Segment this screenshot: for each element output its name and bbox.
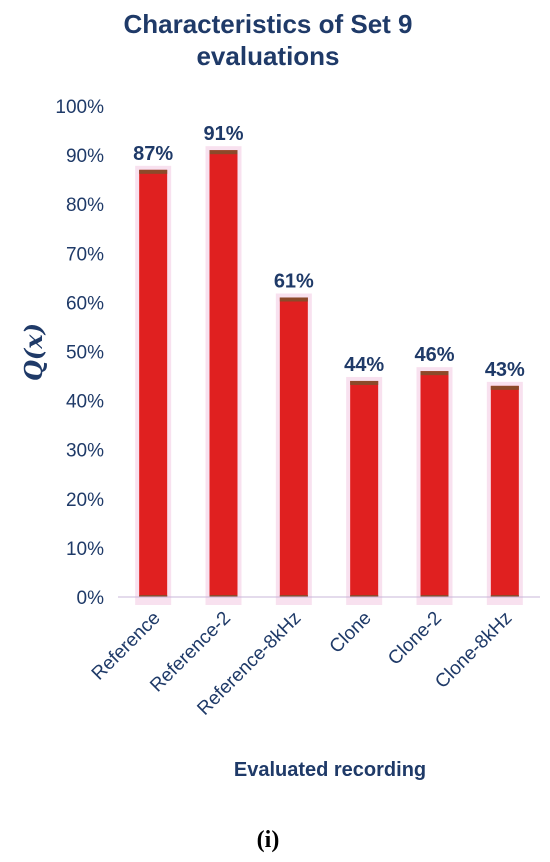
bar-base (209, 595, 238, 597)
y-tick-label: 70% (66, 244, 104, 265)
y-axis-title: Q(x) (19, 323, 48, 381)
y-tick-label: 20% (66, 490, 104, 511)
bar (350, 380, 379, 597)
bar-cap (350, 380, 379, 385)
bar (279, 297, 308, 597)
bar (420, 371, 449, 597)
x-tick-label: Clone-8kHz (431, 608, 516, 693)
bar-cap (209, 150, 238, 155)
chart-title-line-1: Characteristics of Set 9 (123, 9, 412, 39)
bar-base (350, 595, 379, 597)
data-label: 43% (485, 359, 525, 381)
bar-base (139, 595, 168, 597)
bar (209, 150, 238, 597)
y-axis-ticks: 0% 10% 20% 30% 40% 50% 60% 70% 80% 90% 100% (55, 97, 104, 609)
y-tick-label: 30% (66, 441, 104, 462)
y-tick-label: 100% (55, 97, 104, 118)
x-tick-label: Clone (326, 608, 376, 658)
y-tick-label: 0% (77, 588, 105, 609)
x-tick-label: Clone-2 (384, 608, 446, 670)
x-axis-title: Evaluated recording (234, 759, 426, 781)
bar-base (420, 595, 449, 597)
bar-cap (490, 385, 519, 390)
bar-base (490, 595, 519, 597)
y-tick-label: 40% (66, 392, 104, 413)
x-tick-label: Reference (88, 608, 165, 685)
bar-base (279, 595, 308, 597)
bar-cap (279, 297, 308, 302)
y-tick-label: 60% (66, 293, 104, 314)
data-label: 91% (203, 123, 243, 145)
data-label: 46% (414, 344, 454, 366)
data-label: 87% (133, 143, 173, 165)
bar-cap (139, 169, 168, 174)
panel-label: (i) (257, 827, 280, 853)
y-tick-label: 10% (66, 539, 104, 560)
y-tick-label: 80% (66, 195, 104, 216)
data-label: 44% (344, 354, 384, 376)
bar (490, 385, 519, 597)
data-labels: 87% 91% 61% 44% 46% 43% (133, 123, 525, 381)
y-tick-label: 90% (66, 146, 104, 167)
data-label: 61% (274, 270, 314, 292)
chart-title-line-2: evaluations (196, 41, 339, 71)
bar-cap (420, 371, 449, 376)
bar-series (135, 146, 523, 605)
y-tick-label: 50% (66, 343, 104, 364)
bar (139, 169, 168, 597)
